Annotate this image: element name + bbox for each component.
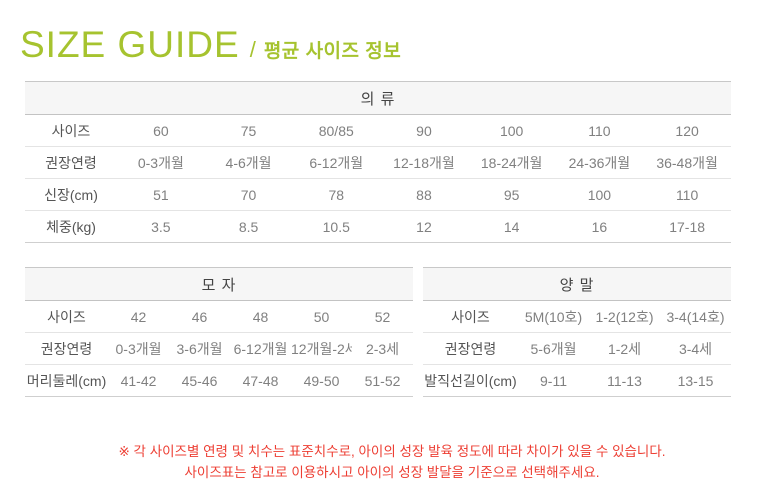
- table-cell: 5M(10호): [518, 300, 589, 333]
- table-cell: 5-6개월: [518, 332, 589, 365]
- hat-table-title: 모 자: [25, 267, 413, 301]
- table-cell: 49-50: [291, 364, 352, 397]
- row-label: 체중(kg): [25, 210, 117, 243]
- table-cell: 6-12개월: [292, 146, 381, 179]
- table-cell: 12: [380, 210, 468, 243]
- table-cell: 24-36개월: [555, 146, 644, 179]
- table-cell: 3-4(14호): [660, 300, 731, 333]
- table-cell: 45-46: [169, 364, 230, 397]
- table-cell: 8.5: [204, 210, 293, 243]
- table-cell: 46: [169, 300, 230, 333]
- table-header-row: 양 말: [423, 267, 731, 301]
- row-label: 권장연령: [423, 332, 518, 365]
- row-label: 머리둘레(cm): [25, 364, 108, 397]
- row-label: 권장연령: [25, 146, 117, 179]
- table-row: 권장연령 0-3개월 4-6개월 6-12개월 12-18개월 18-24개월 …: [25, 146, 731, 179]
- table-cell: 4-6개월: [204, 146, 293, 179]
- table-cell: 3-6개월: [169, 332, 230, 365]
- table-cell: 75: [204, 114, 293, 147]
- row-label: 사이즈: [25, 300, 108, 333]
- table-cell: 3.5: [117, 210, 205, 243]
- table-cell: 90: [380, 114, 468, 147]
- table-cell: 0-3개월: [117, 146, 205, 179]
- table-row: 사이즈 5M(10호) 1-2(12호) 3-4(14호): [423, 300, 731, 333]
- table-cell: 110: [555, 114, 644, 147]
- table-cell: 36-48개월: [643, 146, 731, 179]
- table-row: 권장연령 0-3개월 3-6개월 6-12개월 12개월-2세 2-3세: [25, 332, 413, 365]
- table-row: 발직선길이(cm) 9-11 11-13 13-15: [423, 364, 731, 397]
- table-row: 신장(cm) 51 70 78 88 95 100 110: [25, 178, 731, 211]
- table-cell: 52: [352, 300, 413, 333]
- title-separator: /: [249, 37, 256, 62]
- table-cell: 48: [230, 300, 291, 333]
- table-cell: 100: [467, 114, 556, 147]
- table-row: 체중(kg) 3.5 8.5 10.5 12 14 16 17-18: [25, 210, 731, 243]
- table-cell: 42: [108, 300, 169, 333]
- table-row: 머리둘레(cm) 41-42 45-46 47-48 49-50 51-52: [25, 364, 413, 397]
- table-cell: 41-42: [108, 364, 169, 397]
- table-cell: 3-4세: [660, 332, 731, 365]
- table-cell: 0-3개월: [108, 332, 169, 365]
- table-row: 사이즈 60 75 80/85 90 100 110 120: [25, 114, 731, 147]
- table-cell: 13-15: [660, 364, 731, 397]
- clothing-table-title: 의 류: [25, 81, 731, 115]
- table-cell: 1-2(12호): [589, 300, 660, 333]
- table-cell: 14: [467, 210, 556, 243]
- table-cell: 18-24개월: [467, 146, 556, 179]
- table-row: 권장연령 5-6개월 1-2세 3-4세: [423, 332, 731, 365]
- table-cell: 9-11: [518, 364, 589, 397]
- table-cell: 6-12개월: [230, 332, 291, 365]
- row-label: 사이즈: [25, 114, 117, 147]
- page-title: SIZE GUIDE / 평균 사이즈 정보: [20, 24, 401, 70]
- table-cell: 110: [643, 178, 731, 211]
- socks-table-title: 양 말: [423, 267, 731, 301]
- socks-size-table: 양 말 사이즈 5M(10호) 1-2(12호) 3-4(14호) 권장연령 5…: [423, 267, 731, 397]
- note-line-2: 사이즈표는 참고로 이용하시고 아이의 성장 발달을 기준으로 선택해주세요.: [184, 465, 600, 480]
- table-cell: 80/85: [292, 114, 381, 147]
- row-label: 발직선길이(cm): [423, 364, 518, 397]
- table-cell: 60: [117, 114, 205, 147]
- table-cell: 12개월-2세: [291, 332, 352, 365]
- table-cell: 47-48: [230, 364, 291, 397]
- table-cell: 95: [467, 178, 556, 211]
- page-title-korean: 평균 사이즈 정보: [263, 41, 402, 62]
- table-cell: 17-18: [643, 210, 731, 243]
- table-header-row: 의 류: [25, 81, 731, 115]
- page-title-english: SIZE GUIDE: [20, 24, 240, 65]
- table-cell: 16: [555, 210, 644, 243]
- table-cell: 12-18개월: [380, 146, 468, 179]
- row-label: 신장(cm): [25, 178, 117, 211]
- table-row: 사이즈 42 46 48 50 52: [25, 300, 413, 333]
- hat-size-table: 모 자 사이즈 42 46 48 50 52 권장연령 0-3개월 3-6개월 …: [25, 267, 413, 397]
- table-cell: 11-13: [589, 364, 660, 397]
- note-line-1: ※ 각 사이즈별 연령 및 치수는 표준치수로, 아이의 성장 발육 정도에 따…: [118, 444, 666, 459]
- table-cell: 1-2세: [589, 332, 660, 365]
- table-cell: 50: [291, 300, 352, 333]
- row-label: 사이즈: [423, 300, 518, 333]
- table-cell: 51-52: [352, 364, 413, 397]
- table-cell: 100: [555, 178, 644, 211]
- table-cell: 2-3세: [352, 332, 413, 365]
- clothing-size-table: 의 류 사이즈 60 75 80/85 90 100 110 120 권장연령 …: [25, 81, 731, 243]
- table-header-row: 모 자: [25, 267, 413, 301]
- table-cell: 78: [292, 178, 381, 211]
- table-cell: 88: [380, 178, 468, 211]
- table-cell: 10.5: [292, 210, 381, 243]
- size-guide-note: ※ 각 사이즈별 연령 및 치수는 표준치수로, 아이의 성장 발육 정도에 따…: [0, 441, 784, 483]
- table-cell: 120: [643, 114, 731, 147]
- table-cell: 51: [117, 178, 205, 211]
- row-label: 권장연령: [25, 332, 108, 365]
- table-cell: 70: [204, 178, 293, 211]
